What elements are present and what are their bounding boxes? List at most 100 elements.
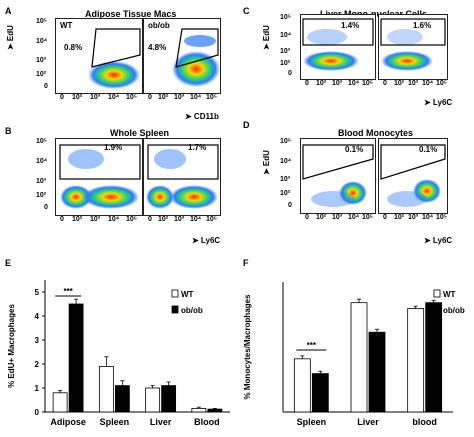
scatter-density [302, 144, 374, 207]
gate-percent: 1.7% [188, 143, 207, 152]
scatter-density [172, 28, 220, 87]
ytick: 10⁴ [36, 158, 48, 165]
ytick: 0 [44, 204, 48, 211]
ytick: 10⁵ [280, 138, 292, 145]
flow-plot-b-wt: 1.9% [55, 138, 143, 216]
gate-percent: 0.8% [64, 43, 83, 52]
ytick: 0 [288, 202, 292, 209]
scatter-density [88, 28, 141, 89]
x-tick-label: Adipose [50, 417, 86, 427]
scatter-density [302, 18, 374, 71]
y-tick-label: 4 [35, 312, 40, 321]
flow-plot-c-obob: 1.6% [378, 14, 448, 80]
bar-chart-e: 0 1 2 3 4 5 % EdU+ Macrophages Adipose Spleen Liv… [7, 280, 230, 427]
xtick: 10² [72, 94, 83, 101]
x-tick-label: Spleen [100, 417, 130, 427]
ytick: 10⁵ [36, 138, 48, 145]
xtick: 10⁵ [362, 80, 374, 87]
xtick: 10³ [90, 216, 101, 223]
significance-label: *** [63, 287, 73, 296]
y-tick-label: 2 [35, 360, 40, 369]
xtick: 10² [394, 80, 405, 87]
xtick: 10³ [174, 216, 185, 223]
panel-b-xlabel: ➤ Ly6C [192, 236, 221, 245]
y-tick-label: 1 [35, 384, 40, 393]
ytick: 10² [280, 60, 291, 67]
ytick: 10³ [36, 178, 47, 185]
ytick: 10⁴ [280, 32, 292, 39]
panel-d-xlabel: ➤ Ly6C [424, 236, 453, 245]
xtick: 10⁵ [126, 94, 138, 101]
xtick: 0 [148, 94, 152, 101]
ytick: 0 [44, 83, 48, 90]
y-tick-label: 5 [35, 288, 40, 297]
xtick: 10⁴ [108, 94, 120, 101]
legend-swatch [433, 289, 441, 298]
xtick: 10⁴ [190, 216, 202, 223]
panel-c-ylabel: ➤ EdU [262, 25, 271, 50]
xtick: 10⁴ [348, 214, 360, 221]
xtick: 10⁴ [348, 80, 360, 87]
gate-percent: 0.1% [345, 145, 364, 154]
gate-percent: 1.4% [341, 21, 360, 30]
xtick: 10⁴ [108, 216, 120, 223]
ytick: 10² [36, 71, 47, 78]
xtick: 10³ [332, 214, 343, 221]
ytick: 10² [280, 190, 291, 197]
legend-label: WT [181, 290, 194, 299]
legend-swatch [171, 289, 179, 298]
xtick: 10² [316, 80, 327, 87]
xtick: 10³ [174, 94, 185, 101]
bar [311, 373, 329, 413]
gate-percent: 1.9% [104, 143, 123, 152]
bar [425, 302, 443, 413]
xtick: 10⁵ [362, 214, 374, 221]
xtick: 10⁵ [436, 214, 448, 221]
xtick: 10⁵ [206, 94, 218, 101]
bar [350, 302, 368, 413]
y-tick-label: 0 [35, 408, 40, 417]
flow-plot-a-obob: ob/ob 4.8% [143, 18, 221, 94]
panel-d-ylabel: ➤ EdU [262, 150, 271, 175]
xtick: 10² [72, 216, 83, 223]
xtick: 10⁵ [126, 216, 138, 223]
xtick: 10² [158, 94, 169, 101]
y-tick-label: 3 [35, 336, 40, 345]
y-axis-label: % EdU+ Macrophages [7, 304, 16, 388]
x-tick-label: Liver [357, 417, 379, 427]
panel-label-a: A [5, 6, 12, 16]
bar [407, 308, 425, 413]
scatter-density [380, 144, 446, 207]
bar [191, 407, 207, 413]
legend-swatch [433, 305, 441, 314]
xtick: 10³ [90, 94, 101, 101]
xtick: 10³ [408, 80, 419, 87]
legend-label: ob/ob [443, 306, 465, 315]
ytick: 10³ [36, 57, 47, 64]
xtick: 0 [60, 94, 64, 101]
ytick: 10⁴ [280, 158, 292, 165]
xtick: 10² [158, 216, 169, 223]
ytick: 10⁵ [280, 14, 292, 21]
panel-a-xlabel: ➤ CD11b [185, 112, 219, 121]
ytick: 10³ [280, 176, 291, 183]
bar [52, 392, 68, 413]
bar [161, 385, 177, 413]
panel-label-d: D [243, 120, 250, 130]
flow-plot-d-obob: 0.1% [378, 138, 448, 214]
bar-chart-f: % Monocytes/Macrophages Spleen Liver blood *… [243, 282, 465, 427]
panel-label-b: B [5, 126, 12, 136]
xtick: 0 [305, 80, 309, 87]
xtick: 0 [305, 214, 309, 221]
xtick: 10⁴ [422, 214, 434, 221]
xtick: 10² [394, 214, 405, 221]
bar [293, 358, 311, 413]
ytick: 10² [36, 192, 47, 199]
panel-label-e: E [5, 258, 12, 268]
panel-c-xlabel: ➤ Ly6C [424, 98, 453, 107]
legend-label: WT [443, 290, 456, 299]
scatter-density [59, 144, 141, 209]
y-axis-label: % Monocytes/Macrophages [243, 294, 252, 399]
panel-d-title: Blood Monocytes [338, 128, 414, 138]
xtick: 10⁵ [206, 216, 218, 223]
